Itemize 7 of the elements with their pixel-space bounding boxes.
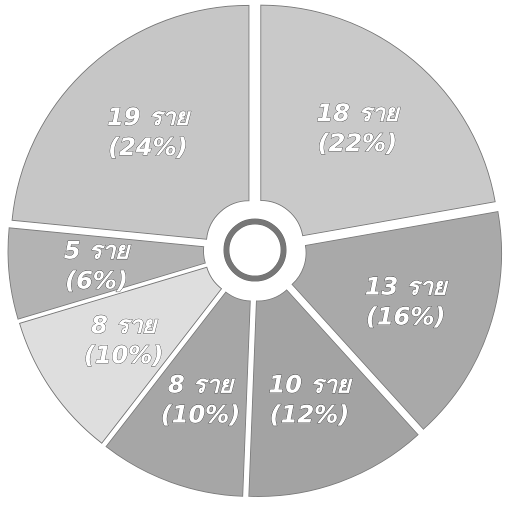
- data-label: 10 ราย (12%): [268, 370, 352, 429]
- data-label: 8 ราย (10%): [84, 311, 164, 370]
- data-label: 13 ราย (16%): [364, 272, 449, 331]
- data-label: 19 ราย (24%): [107, 103, 191, 162]
- data-label: 18 ราย (22%): [316, 98, 400, 157]
- data-label: 5 ราย (6%): [64, 236, 131, 294]
- data-label: 8 ราย (10%): [160, 370, 240, 429]
